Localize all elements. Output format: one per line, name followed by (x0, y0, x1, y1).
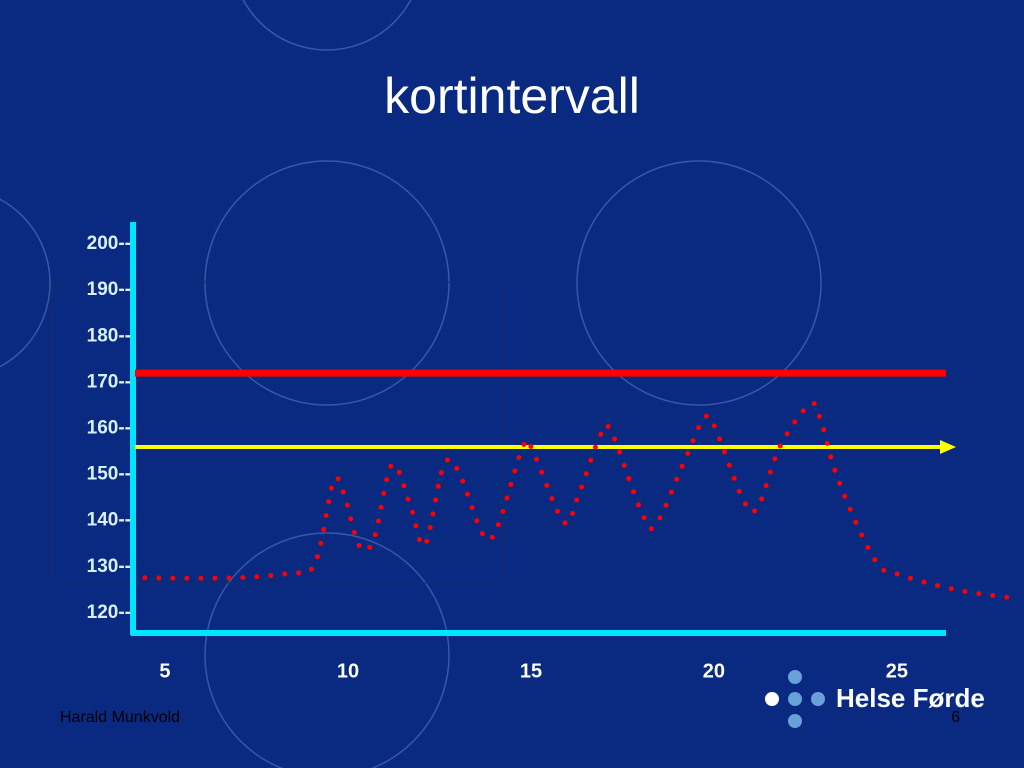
x-tick-label: 10 (337, 660, 359, 682)
y-tick-label: 150-- (87, 464, 131, 485)
y-tick-label: 200-- (87, 233, 131, 254)
x-tick-label: 15 (520, 660, 542, 682)
slide-title: kortintervall (384, 68, 640, 124)
y-tick-label: 130-- (87, 556, 131, 577)
arrow-head (940, 439, 956, 454)
y-tick-label: 160-- (87, 418, 131, 439)
y-tick-label: 120-- (87, 602, 131, 623)
x-tick-label: 25 (886, 660, 908, 682)
y-tick-label: 190-- (87, 279, 131, 300)
decor-circles (0, 0, 822, 768)
logo: Helse Førde (765, 670, 985, 728)
footer-author: Harald Munkvold (60, 709, 180, 726)
y-tick-label: 140-- (87, 510, 131, 531)
y-tick-label: 180-- (87, 325, 131, 346)
frame (51, 281, 504, 584)
x-tick-label: 20 (703, 660, 725, 682)
x-tick-label: 5 (159, 660, 170, 682)
y-tick-label: 170-- (87, 371, 131, 392)
footer-page: 6 (951, 709, 960, 726)
logo-text: Helse Førde (836, 683, 985, 713)
